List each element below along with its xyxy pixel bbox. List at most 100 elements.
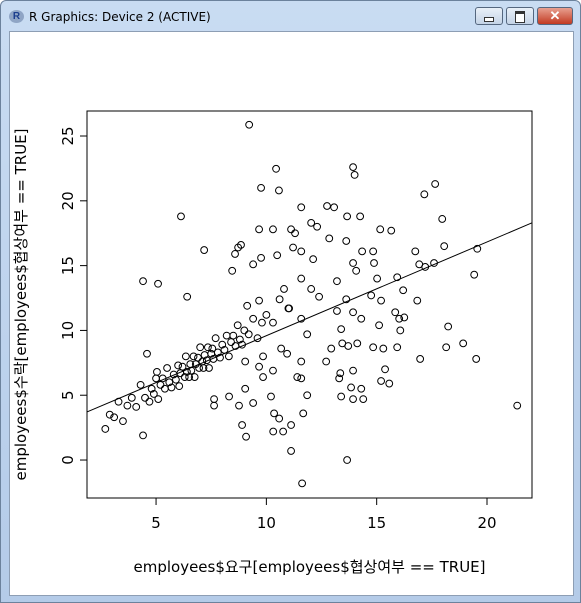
point <box>132 402 141 411</box>
point <box>444 322 453 331</box>
x-tick-label: 5 <box>151 514 161 532</box>
y-tick-label: 25 <box>59 126 77 145</box>
point <box>189 352 198 361</box>
point <box>336 369 345 378</box>
point <box>269 225 277 234</box>
point <box>139 277 147 286</box>
point <box>343 212 352 221</box>
point <box>297 247 306 256</box>
point <box>367 291 376 300</box>
point <box>289 243 297 252</box>
point <box>224 352 233 361</box>
point <box>323 202 331 210</box>
point <box>293 373 302 381</box>
point <box>395 314 404 323</box>
close-button[interactable]: ✕ <box>537 7 573 25</box>
point <box>156 380 165 389</box>
point <box>259 352 267 361</box>
point <box>357 314 366 323</box>
point <box>190 373 199 381</box>
point <box>279 427 288 436</box>
point <box>322 357 331 366</box>
point <box>227 338 235 346</box>
x-tick-label: 10 <box>257 514 276 532</box>
point <box>177 212 185 221</box>
chart: 5 10 15 20 0 5 10 15 20 25 employees$요구[employees$… <box>12 110 533 576</box>
point <box>349 163 357 172</box>
y-tick-label: 0 <box>59 455 77 465</box>
point <box>337 325 346 334</box>
point <box>287 225 295 234</box>
point <box>369 247 378 256</box>
point <box>154 279 162 288</box>
point <box>255 362 263 371</box>
point <box>357 384 366 393</box>
point <box>337 392 346 401</box>
point <box>123 401 132 410</box>
point <box>313 222 322 231</box>
point <box>228 266 237 275</box>
point <box>145 397 154 406</box>
maximize-button[interactable] <box>506 7 534 25</box>
point <box>400 313 409 322</box>
point <box>298 479 307 488</box>
point <box>349 395 357 404</box>
point <box>330 203 338 212</box>
point <box>269 366 277 375</box>
point <box>411 247 420 256</box>
point <box>255 225 263 234</box>
point <box>369 343 378 352</box>
plot-box <box>86 110 533 499</box>
y-axis-label: employees$수락[employees$협상여부 == TRUE] <box>12 128 30 480</box>
point <box>349 308 357 317</box>
point <box>333 277 341 286</box>
point <box>377 296 385 305</box>
point <box>335 374 344 383</box>
point <box>350 170 359 179</box>
x-axis-label: employees$요구[employees$협상여부 == TRUE] <box>133 558 485 576</box>
point <box>333 307 341 315</box>
point <box>141 393 149 402</box>
point <box>387 226 396 235</box>
point <box>208 344 217 353</box>
point <box>349 259 357 267</box>
point <box>255 296 263 305</box>
point <box>172 375 180 384</box>
point <box>241 357 250 366</box>
y-tick-label: 15 <box>59 256 77 275</box>
point <box>199 364 208 372</box>
point <box>359 395 368 404</box>
point <box>275 414 284 423</box>
point <box>233 321 242 330</box>
point <box>381 365 389 374</box>
point <box>222 331 231 340</box>
point <box>307 218 316 227</box>
point <box>431 180 440 188</box>
point <box>110 413 119 422</box>
point <box>307 285 316 293</box>
point <box>297 357 306 366</box>
minimize-button[interactable] <box>475 7 503 25</box>
point <box>349 366 357 375</box>
graphics-area: 5 10 15 20 0 5 10 15 20 25 employees$요구[employees$… <box>9 31 574 596</box>
point <box>269 318 277 327</box>
point <box>262 310 271 319</box>
point <box>470 270 479 279</box>
point <box>352 266 361 275</box>
point <box>210 401 218 410</box>
point <box>275 186 283 195</box>
point <box>353 339 362 348</box>
point <box>440 242 449 251</box>
point <box>343 456 352 464</box>
app-icon: R <box>9 10 24 23</box>
point <box>473 244 482 253</box>
point <box>127 393 136 402</box>
point <box>297 203 306 212</box>
point <box>376 225 385 234</box>
point <box>287 421 295 429</box>
point <box>459 339 468 348</box>
y-tick-label: 5 <box>59 390 77 400</box>
point <box>160 384 169 393</box>
point <box>377 377 385 385</box>
